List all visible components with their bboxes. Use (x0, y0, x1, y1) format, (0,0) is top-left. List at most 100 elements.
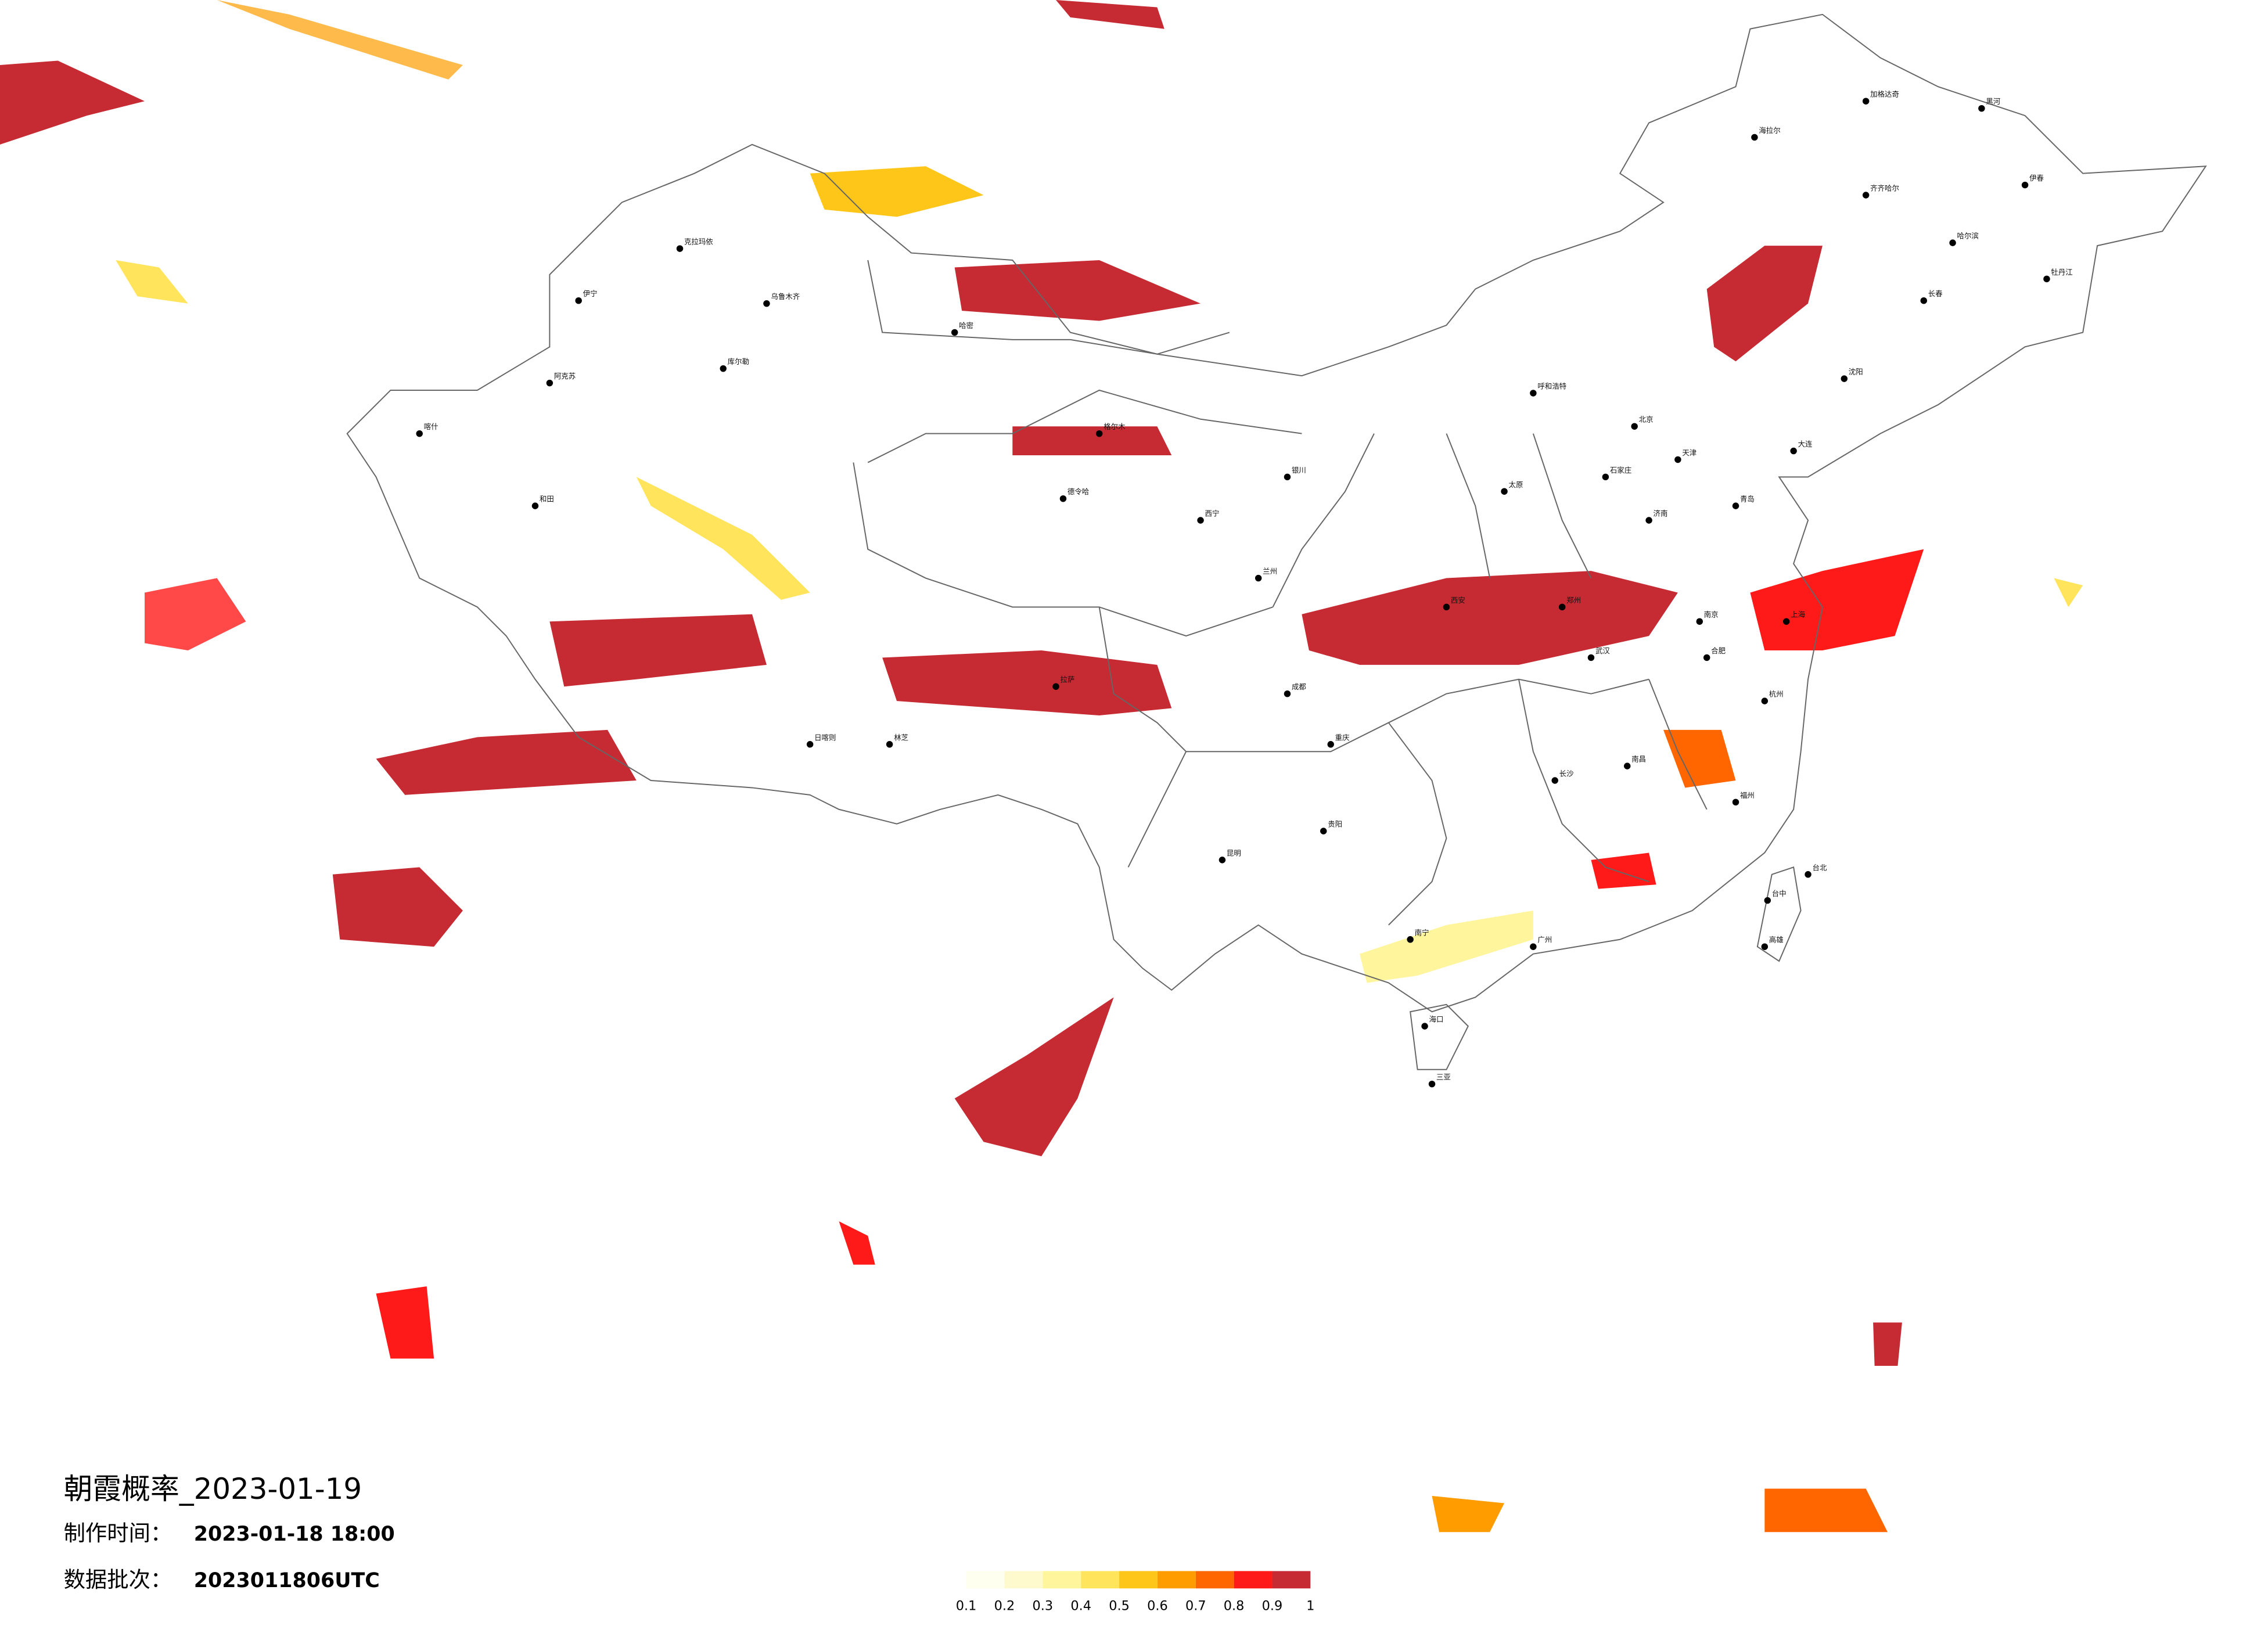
city-label: 福州 (1740, 791, 1755, 800)
city-dot (2021, 181, 2029, 189)
city-dot (1428, 1080, 1436, 1088)
city-dot (1782, 618, 1790, 625)
city-label: 南宁 (1415, 928, 1429, 937)
blob (954, 997, 1114, 1157)
city-dot (1587, 654, 1595, 661)
blob (810, 166, 984, 217)
city-label: 长春 (1928, 289, 1943, 298)
batch-label: 数据批次： (64, 1567, 172, 1592)
city-dot (1790, 447, 1797, 455)
blob (376, 1286, 434, 1359)
legend-tick-label: 0.2 (994, 1599, 1015, 1614)
city-dot (1059, 495, 1067, 502)
city-label: 高雄 (1769, 936, 1784, 944)
city-label: 和田 (540, 495, 554, 503)
city-label: 库尔勒 (728, 357, 749, 366)
city-label: 昆明 (1227, 848, 1241, 857)
made-time: 2023-01-18 18:00 (194, 1523, 395, 1546)
city-label: 台中 (1772, 889, 1787, 898)
city-label: 克拉玛依 (684, 238, 713, 246)
city-dot (1978, 105, 1985, 112)
city-dot (1530, 943, 1537, 950)
blob (332, 867, 463, 947)
city-label: 武汉 (1595, 646, 1610, 655)
blob (1764, 1488, 1888, 1533)
city-label: 郑州 (1566, 596, 1581, 605)
taiwan (1756, 866, 1802, 962)
city-dot (720, 365, 727, 372)
blob (0, 60, 145, 145)
city-label: 南昌 (1631, 755, 1646, 764)
city-dot (1631, 423, 1638, 430)
city-dot (1558, 603, 1566, 611)
batch: 2023011806UTC (194, 1569, 380, 1592)
city-dot (676, 245, 684, 252)
city-dot (1645, 517, 1652, 524)
city-dot (1501, 488, 1508, 495)
city-dot (1443, 603, 1450, 611)
city-dot (1761, 943, 1769, 950)
city-label: 重庆 (1335, 733, 1350, 742)
legend-swatch (1195, 1571, 1234, 1589)
blob (1056, 0, 1164, 29)
probability-field (0, 0, 2083, 1533)
city-dot (1841, 375, 1848, 382)
legend-swatch (1157, 1571, 1196, 1589)
city-label: 牡丹江 (2051, 268, 2072, 276)
city-label: 黑河 (1986, 97, 2000, 106)
city-label: 济南 (1654, 509, 1668, 518)
blob (839, 1221, 875, 1265)
city-label: 合肥 (1711, 646, 1726, 655)
city-label: 齐齐哈尔 (1870, 184, 1899, 193)
province-boundaries (853, 260, 1708, 926)
blob (1432, 1496, 1505, 1533)
blob (217, 0, 463, 80)
city-label: 德令哈 (1067, 487, 1089, 496)
legend-swatch (1004, 1571, 1043, 1589)
city-label: 兰州 (1263, 567, 1277, 575)
city-label: 哈密 (959, 321, 973, 330)
city-dot (1551, 777, 1558, 784)
city-label: 三亚 (1436, 1073, 1451, 1081)
city-label: 林芝 (894, 733, 908, 742)
city-dot (1764, 897, 1771, 904)
city-dot (1761, 697, 1769, 704)
city-dot (1703, 654, 1710, 661)
blob (1750, 549, 1924, 650)
blob (1012, 426, 1172, 455)
city-label: 格尔木 (1104, 422, 1126, 431)
blob (1591, 852, 1656, 889)
city-label: 台北 (1813, 863, 1827, 872)
city-label: 喀什 (424, 422, 438, 431)
city-label: 沈阳 (1849, 368, 1863, 376)
city-dot (1920, 297, 1928, 304)
blob (2054, 578, 2083, 607)
city-label: 南京 (1704, 610, 1719, 619)
city-dot (1862, 98, 1870, 105)
legend-tick-label: 0.7 (1185, 1599, 1206, 1614)
city-label: 伊宁 (583, 289, 598, 298)
city-dot (1696, 618, 1703, 625)
city-dot (1624, 762, 1631, 769)
legend-swatch (966, 1571, 1005, 1589)
city-label: 乌鲁木齐 (771, 292, 800, 301)
city-label: 贵阳 (1328, 820, 1342, 829)
blob (636, 477, 810, 600)
city-dot (1327, 741, 1334, 748)
legend-tick-label: 0.3 (1033, 1599, 1054, 1614)
city-dot (1219, 857, 1226, 864)
legend-swatch (1081, 1571, 1120, 1589)
blob (1302, 571, 1678, 665)
city-dot (1255, 574, 1262, 582)
city-label: 成都 (1292, 682, 1306, 691)
city-label: 日喀则 (814, 733, 836, 742)
city-dot (1284, 473, 1291, 481)
city-dot (1732, 798, 1739, 806)
city-dot (1732, 502, 1739, 509)
city-label: 天津 (1682, 448, 1696, 457)
city-label: 北京 (1639, 415, 1654, 424)
city-label: 阿克苏 (554, 372, 576, 380)
city-label: 杭州 (1769, 690, 1784, 699)
